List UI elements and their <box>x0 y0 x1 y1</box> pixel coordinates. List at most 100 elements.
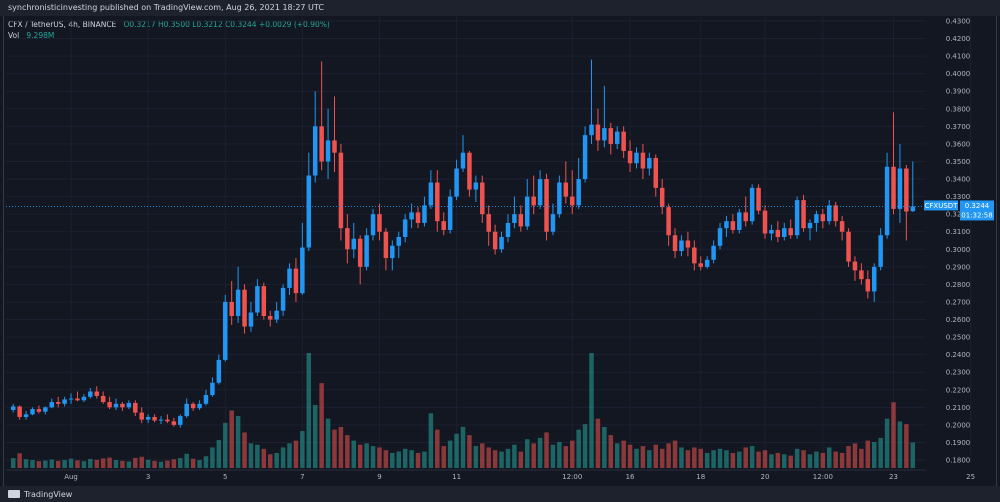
y-tick-label: 0.2400 <box>946 351 971 359</box>
tradingview-logo-icon <box>8 490 20 498</box>
candle <box>666 203 671 246</box>
volume-bar <box>557 441 562 468</box>
volume-bar <box>647 450 652 468</box>
candle-body <box>351 238 357 250</box>
volume-bar <box>370 446 376 468</box>
candle-body <box>537 179 543 206</box>
candle-body <box>422 205 427 223</box>
candle-body <box>756 187 761 211</box>
candle-body <box>235 289 241 317</box>
y-tick-label: 0.4000 <box>946 70 971 78</box>
volume-bar <box>820 452 826 468</box>
candle <box>203 389 209 406</box>
volume-bar <box>505 448 511 468</box>
y-tick-label: 0.2500 <box>946 334 971 342</box>
volume-bar <box>460 426 466 468</box>
volume-bar <box>711 450 716 468</box>
candle-body <box>332 140 337 153</box>
candle <box>762 205 768 239</box>
y-tick-label: 0.2100 <box>946 404 971 412</box>
candle-body <box>518 214 524 227</box>
candle-body <box>139 412 144 420</box>
x-tick-label: 18 <box>696 473 705 481</box>
candle-body <box>852 261 858 271</box>
candle <box>383 228 389 271</box>
candle <box>216 354 222 385</box>
candle-body <box>891 166 896 209</box>
candle <box>717 222 723 250</box>
candle-body <box>396 236 401 246</box>
volume-bar <box>865 440 871 468</box>
volume-bar <box>833 451 838 468</box>
candle-body <box>312 126 318 176</box>
volume-bar <box>332 429 337 468</box>
candle <box>839 215 845 241</box>
volume-bar <box>171 459 177 468</box>
candle <box>43 406 48 415</box>
candle <box>512 196 517 229</box>
candle <box>300 222 305 295</box>
volume-bar <box>614 443 620 468</box>
candle-body <box>653 157 659 188</box>
last-price-tag[interactable]: CFXUSDT 0.3244 01:32:58 <box>924 200 994 221</box>
candle-body <box>505 222 511 237</box>
candle-body <box>409 212 414 220</box>
candle <box>190 402 196 411</box>
volume-bar <box>769 454 774 468</box>
candle-body <box>724 221 729 229</box>
tradingview-logo[interactable]: TradingView <box>8 490 72 499</box>
candle-body <box>184 403 189 417</box>
candle <box>897 143 903 223</box>
candle-body <box>428 182 434 206</box>
candle <box>274 301 279 324</box>
candle-body <box>859 270 864 280</box>
candle-body <box>255 286 260 313</box>
symbol-label: CFX / TetherUS, 4h, BINANCE <box>8 20 117 29</box>
volume-bar <box>203 456 209 468</box>
candle <box>569 170 575 215</box>
candle <box>614 126 620 150</box>
candle <box>312 91 318 183</box>
volume-bar <box>897 421 903 468</box>
candle-body <box>10 406 16 410</box>
volume-legend[interactable]: Vol 9.298M <box>8 31 54 40</box>
candle-body <box>55 402 61 404</box>
volume-bar <box>68 458 74 468</box>
candle <box>428 170 434 209</box>
candle-body <box>640 152 646 169</box>
symbol-legend[interactable]: CFX / TetherUS, 4h, BINANCE O0.3217 H0.3… <box>8 20 330 29</box>
publish-bar: synchronisticinvesting published on Trad… <box>0 0 1000 16</box>
y-tick-label: 0.3600 <box>946 140 971 148</box>
volume-bar <box>782 454 787 468</box>
volume-bar <box>422 451 427 468</box>
volume-bar <box>23 459 29 468</box>
x-tick-label: 23 <box>889 473 898 481</box>
volume-bar <box>152 460 157 468</box>
y-tick-label: 0.3100 <box>946 228 971 236</box>
candle-body <box>319 126 324 162</box>
volume-bar <box>100 458 106 468</box>
volume-bar <box>563 446 569 468</box>
volume-bar <box>402 448 408 468</box>
price-tag-price: 0.3244 <box>965 202 990 210</box>
candle <box>287 263 292 295</box>
x-tick-label: 9 <box>377 473 381 481</box>
volume-bar <box>190 458 196 468</box>
candle <box>364 228 369 271</box>
candle-body <box>81 396 87 401</box>
candle <box>518 205 524 232</box>
y-tick-label: 0.3300 <box>946 193 971 201</box>
candle-body <box>120 403 125 408</box>
candle <box>801 194 806 232</box>
candle-body <box>634 152 639 164</box>
volume-bar <box>634 448 639 468</box>
candle <box>332 96 337 173</box>
candle <box>107 396 112 410</box>
candle-body <box>88 391 93 397</box>
candle <box>634 147 639 169</box>
volume-bar <box>357 444 363 468</box>
candle <box>859 263 864 285</box>
y-tick-label: 0.2200 <box>946 386 971 394</box>
candle <box>17 405 22 420</box>
